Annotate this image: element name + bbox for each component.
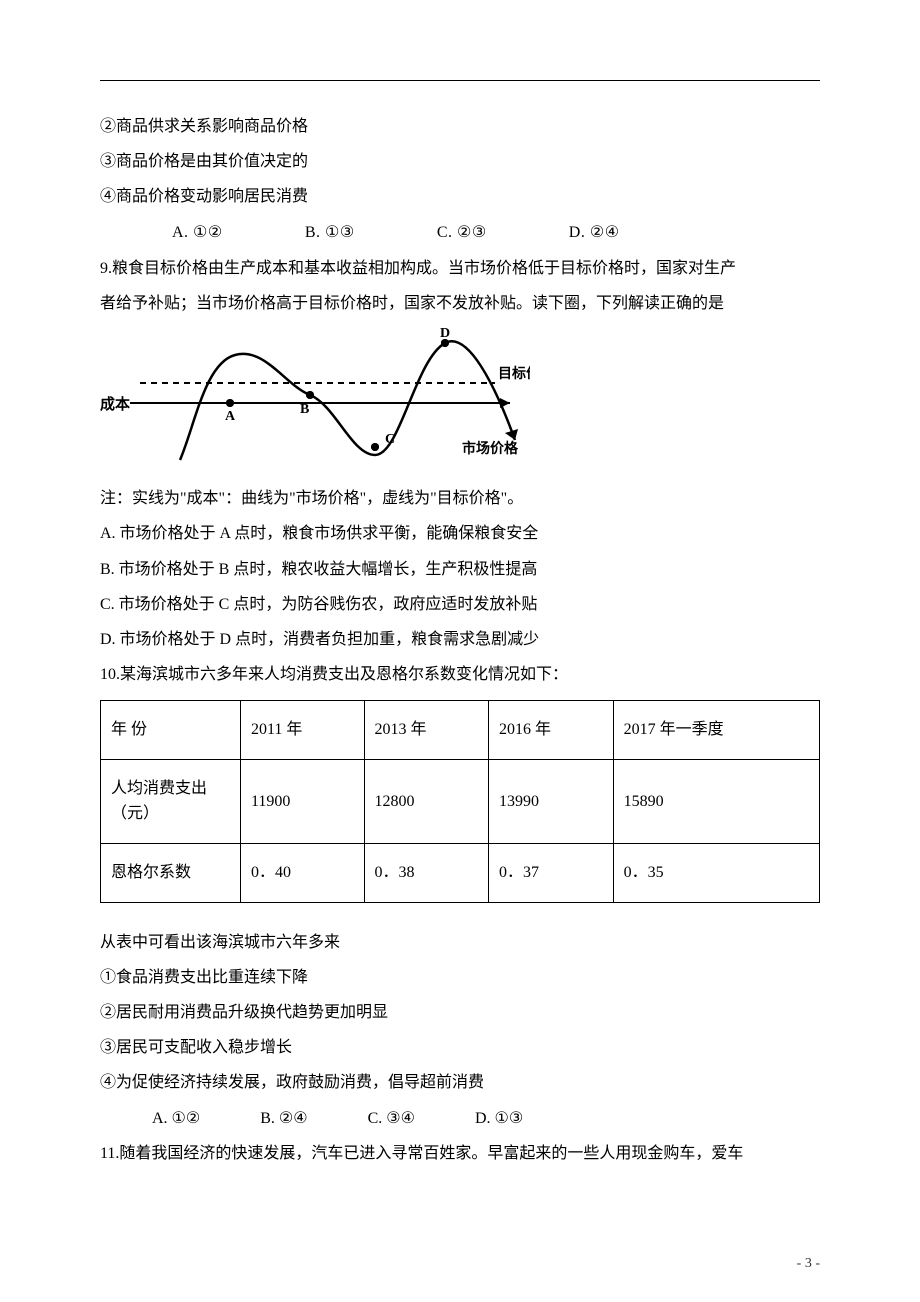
document-page: ②商品供求关系影响商品价格 ③商品价格是由其价值决定的 ④商品价格变动影响居民消… — [0, 0, 920, 1302]
q10-statement-1: ①食品消费支出比重连续下降 — [100, 960, 820, 995]
table-cell: 0．35 — [613, 844, 819, 903]
cost-label: 成本 — [100, 395, 130, 413]
q11-stem: 11.随着我国经济的快速发展，汽车已进入寻常百姓家。早富起来的一些人用现金购车，… — [100, 1136, 820, 1171]
q9-option-d: D. 市场价格处于 D 点时，消费者负担加重，粮食需求急剧减少 — [100, 622, 820, 657]
statement-3: ③商品价格是由其价值决定的 — [100, 144, 820, 179]
point-a-label: A — [225, 409, 236, 424]
lead-option-b: B. ①③ — [305, 215, 355, 250]
q10-options: A. ①② B. ②④ C. ③④ D. ①③ — [100, 1101, 820, 1136]
q9-option-b: B. 市场价格处于 B 点时，粮农收益大幅增长，生产积极性提高 — [100, 552, 820, 587]
lead-option-a: A. ①② — [172, 215, 223, 250]
table-cell: 12800 — [364, 759, 489, 843]
table-cell: 2013 年 — [364, 701, 489, 760]
point-d-label: D — [440, 326, 450, 341]
lead-option-c: C. ②③ — [437, 215, 487, 250]
table-cell: 0．40 — [241, 844, 365, 903]
page-number: - 3 - — [797, 1256, 820, 1272]
table-header-engel: 恩格尔系数 — [101, 844, 241, 903]
q10-statement-4: ④为促使经济持续发展，政府鼓励消费，倡导超前消费 — [100, 1065, 820, 1100]
table-cell: 0．38 — [364, 844, 489, 903]
lead-option-d: D. ②④ — [569, 215, 620, 250]
market-label: 市场价格 — [462, 440, 519, 457]
q10-option-c: C. ③④ — [368, 1101, 415, 1136]
q9-stem-line2: 者给予补贴；当市场价格高于目标价格时，国家不发放补贴。读下圈，下列解读正确的是 — [100, 286, 820, 321]
table-cell: 2017 年一季度 — [613, 701, 819, 760]
table-cell: 0．37 — [489, 844, 614, 903]
table-cell: 2016 年 — [489, 701, 614, 760]
q10-option-d: D. ①③ — [475, 1101, 523, 1136]
q9-option-c: C. 市场价格处于 C 点时，为防谷贱伤农，政府应适时发放补贴 — [100, 587, 820, 622]
q10-table: 年 份 2011 年 2013 年 2016 年 2017 年一季度 人均消费支… — [100, 700, 820, 902]
q10-stem: 10.某海滨城市六多年来人均消费支出及恩格尔系数变化情况如下： — [100, 657, 820, 692]
q10-option-a: A. ①② — [152, 1101, 200, 1136]
point-b-label: B — [300, 402, 309, 417]
table-row: 恩格尔系数 0．40 0．38 0．37 0．35 — [101, 844, 820, 903]
statement-2: ②商品供求关系影响商品价格 — [100, 109, 820, 144]
table-row: 年 份 2011 年 2013 年 2016 年 2017 年一季度 — [101, 701, 820, 760]
table-header-spend: 人均消费支出（元） — [101, 759, 241, 843]
q9-stem-line1: 9.粮食目标价格由生产成本和基本收益相加构成。当市场价格低于目标价格时，国家对生… — [100, 251, 820, 286]
q10-after: 从表中可看出该海滨城市六年多来 — [100, 925, 820, 960]
q10-statement-3: ③居民可支配收入稳步增长 — [100, 1030, 820, 1065]
q9-option-a: A. 市场价格处于 A 点时，粮食市场供求平衡，能确保粮食安全 — [100, 516, 820, 551]
point-c-label: C — [385, 432, 395, 447]
q9-chart-svg: A B C D 成本 目标价格 市场价格 — [100, 325, 530, 475]
lead-options: A. ①② B. ①③ C. ②③ D. ②④ — [100, 215, 820, 251]
target-label: 目标价格 — [498, 365, 530, 382]
q9-note: 注：实线为"成本"：曲线为"市场价格"，虚线为"目标价格"。 — [100, 481, 820, 516]
table-cell: 11900 — [241, 759, 365, 843]
statement-4: ④商品价格变动影响居民消费 — [100, 179, 820, 214]
q9-chart: A B C D 成本 目标价格 市场价格 — [100, 325, 820, 475]
table-header-year: 年 份 — [101, 701, 241, 760]
table-cell: 13990 — [489, 759, 614, 843]
top-rule — [100, 80, 820, 81]
table-row: 人均消费支出（元） 11900 12800 13990 15890 — [101, 759, 820, 843]
table-cell: 15890 — [613, 759, 819, 843]
q10-option-b: B. ②④ — [260, 1101, 307, 1136]
q10-statement-2: ②居民耐用消费品升级换代趋势更加明显 — [100, 995, 820, 1030]
table-cell: 2011 年 — [241, 701, 365, 760]
